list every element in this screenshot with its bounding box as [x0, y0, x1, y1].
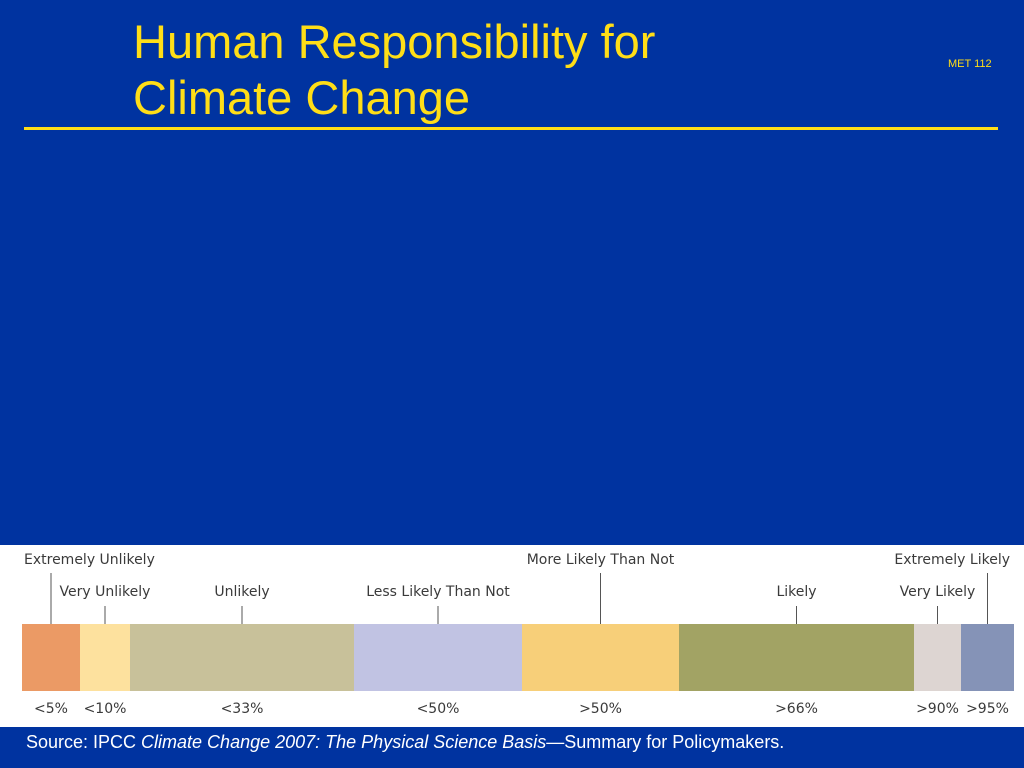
course-code: MET 112 [948, 58, 992, 70]
scale-segment-2 [80, 624, 130, 691]
slide-title-line-2: Climate Change [133, 71, 471, 124]
scale-top-label: Less Likely Than Not [366, 584, 510, 600]
source-prefix: Source: IPCC [26, 732, 142, 752]
slide-title-line-1: Human Responsibility for [133, 15, 656, 68]
scale-segment-8 [961, 624, 1014, 691]
scale-segment-1 [22, 624, 80, 691]
scale-bottom-label: <10% [84, 701, 127, 717]
slide-title: Human Responsibility for Climate Change [133, 14, 655, 126]
scale-top-label: Unlikely [214, 584, 269, 600]
scale-bottom-label: <33% [221, 701, 264, 717]
scale-segment-4 [354, 624, 522, 691]
likelihood-scale: <5% <10% <33% <50% >50% >66% >90% >95% Extremely… [0, 545, 1024, 727]
scale-top-label: Likely [776, 584, 816, 600]
scale-bottom-label: >50% [579, 701, 622, 717]
scale-top-label: Extremely Unlikely [24, 552, 155, 568]
scale-top-label: Very Unlikely [60, 584, 151, 600]
scale-bottom-label: <50% [417, 701, 460, 717]
source-citation: Source: IPCC Climate Change 2007: The Ph… [26, 732, 784, 753]
scale-segment-5 [522, 624, 679, 691]
source-title: Climate Change 2007: The Physical Scienc… [141, 732, 547, 752]
scale-segment-6 [679, 624, 914, 691]
scale-bottom-label: >95% [966, 701, 1009, 717]
likelihood-scale-graphic: <5% <10% <33% <50% >50% >66% >90% >95% Extremely… [22, 552, 1014, 717]
source-suffix: —Summary for Policymakers. [546, 732, 785, 752]
scale-bottom-label: >66% [775, 701, 818, 717]
scale-segment-3 [130, 624, 354, 691]
scale-top-label: More Likely Than Not [527, 552, 675, 568]
scale-bottom-label: >90% [916, 701, 959, 717]
scale-top-label: Very Likely [900, 584, 976, 600]
scale-segment-7 [914, 624, 961, 691]
scale-top-label: Extremely Likely [894, 552, 1010, 568]
title-divider [24, 127, 998, 130]
scale-bottom-label: <5% [34, 701, 68, 717]
